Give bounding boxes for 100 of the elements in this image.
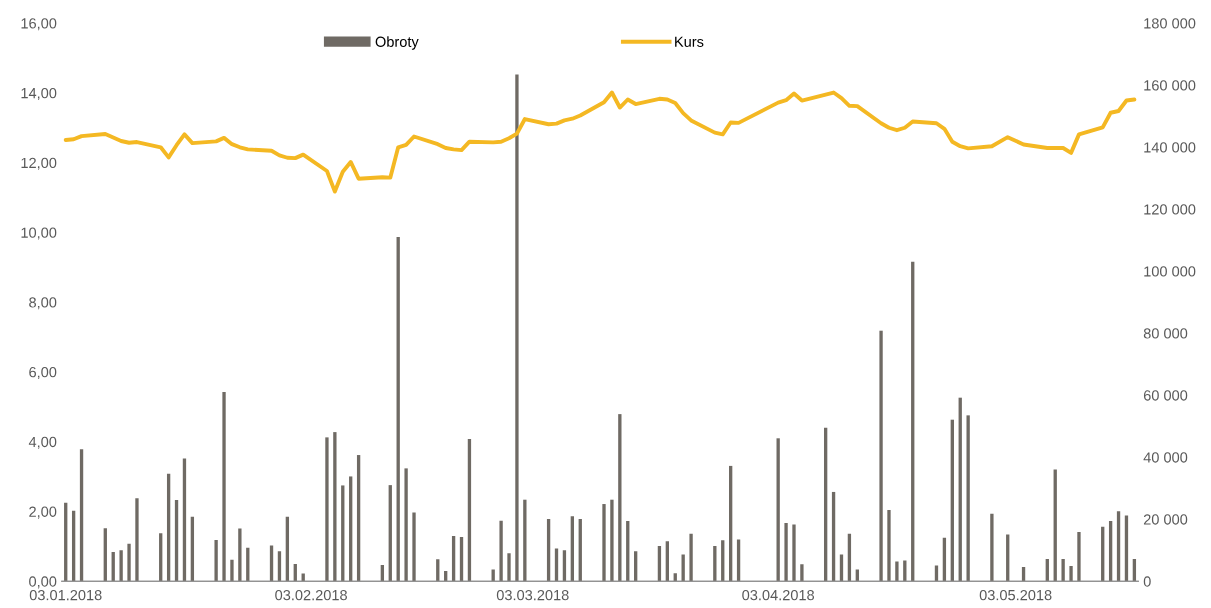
- bar: [721, 540, 725, 582]
- bar: [103, 528, 107, 582]
- y2-tick-label: 140 000: [1144, 142, 1196, 153]
- bar: [546, 518, 551, 582]
- bar: [412, 512, 416, 582]
- bar: [341, 485, 345, 582]
- y-tick-label: 14,00: [21, 87, 57, 101]
- bar: [736, 539, 741, 582]
- bar: [831, 491, 836, 582]
- bar: [665, 541, 669, 582]
- bar: [1069, 566, 1073, 582]
- bar: [230, 559, 234, 582]
- y-tick-label: 4,00: [28, 436, 57, 449]
- y-tick-label: 16,00: [21, 18, 57, 31]
- bar: [356, 455, 361, 582]
- bar: [879, 330, 883, 582]
- y2-tick-label: 100 000: [1144, 266, 1196, 277]
- bar: [159, 533, 163, 582]
- bar: [182, 458, 187, 582]
- bar: [950, 419, 954, 582]
- bar: [784, 522, 788, 582]
- bar: [135, 498, 139, 582]
- bar: [301, 573, 305, 582]
- bar: [942, 537, 947, 582]
- legend-label: Kurs: [675, 36, 704, 47]
- y-tick-label: 0,00: [29, 576, 57, 589]
- y2-tick-label: 60 000: [1143, 390, 1188, 401]
- x-tick-label: 03.01.2018: [29, 589, 102, 601]
- bar: [491, 569, 495, 582]
- bar: [174, 500, 179, 582]
- bar: [966, 415, 970, 582]
- bar: [800, 564, 804, 582]
- bar: [1061, 558, 1065, 582]
- bar: [1006, 534, 1010, 582]
- bar: [166, 473, 171, 582]
- bar: [934, 565, 939, 582]
- bar: [562, 550, 567, 582]
- y2-tick-label: 80 000: [1143, 328, 1188, 339]
- bar: [634, 551, 638, 582]
- bar: [325, 437, 329, 582]
- bar: [459, 536, 464, 582]
- line-series: [63, 90, 1137, 194]
- bar: [823, 427, 828, 582]
- y-tick-label: 2,00: [29, 506, 57, 519]
- bar: [127, 543, 131, 582]
- y2-tick-label: 160 000: [1144, 80, 1196, 91]
- bar: [436, 559, 440, 582]
- bar: [1053, 469, 1057, 582]
- bar: [285, 516, 290, 582]
- bar: [554, 548, 559, 582]
- y2-tick-label: 40 000: [1143, 452, 1188, 463]
- bar: [618, 414, 622, 582]
- bar: [396, 237, 400, 582]
- x-tick-label: 03.04.2018: [742, 589, 815, 601]
- legend-label: Obroty: [375, 36, 419, 50]
- y2-tick-label: 0: [1143, 576, 1151, 587]
- y-tick-label: 8,00: [29, 297, 57, 310]
- bar: [499, 520, 503, 582]
- bar: [729, 465, 733, 582]
- bar: [222, 392, 226, 582]
- bar: [570, 516, 575, 582]
- bar: [507, 553, 511, 582]
- bar: [1116, 511, 1121, 582]
- y-tick-label: 6,00: [29, 367, 57, 380]
- y2-tick-label: 20 000: [1143, 514, 1188, 525]
- y2-tick-label: 180 000: [1144, 18, 1196, 29]
- bar: [388, 485, 392, 582]
- bar: [71, 510, 76, 582]
- x-tick-label: 03.02.2018: [275, 589, 347, 601]
- bar: [776, 438, 780, 582]
- bar: [689, 533, 693, 582]
- y-tick-label: 10,00: [21, 227, 57, 240]
- bar: [792, 524, 796, 582]
- bar: [887, 509, 891, 582]
- x-tick-label: 03.03.2018: [496, 589, 569, 601]
- bar: [349, 476, 353, 582]
- bar: [610, 499, 614, 582]
- bar: [626, 521, 630, 582]
- bar: [578, 518, 582, 582]
- bar: [111, 552, 115, 582]
- bar: [958, 397, 962, 582]
- bar: [903, 560, 907, 582]
- bar: [911, 261, 915, 582]
- bar: [515, 74, 519, 582]
- bar: [277, 551, 282, 582]
- bar: [333, 432, 337, 582]
- bar: [119, 550, 123, 582]
- bar: [79, 449, 84, 582]
- bar: [1101, 526, 1105, 582]
- y2-tick-label: 120 000: [1144, 204, 1196, 215]
- bar: [214, 540, 218, 582]
- bar: [1077, 531, 1081, 582]
- bar: [467, 438, 472, 582]
- y-tick-label: 12,00: [21, 157, 57, 170]
- bar: [1108, 521, 1113, 582]
- bar: [64, 502, 68, 582]
- bar: [990, 513, 994, 582]
- x-tick-label: 03.05.2018: [979, 589, 1052, 601]
- bar: [238, 528, 242, 582]
- bar: [404, 468, 408, 582]
